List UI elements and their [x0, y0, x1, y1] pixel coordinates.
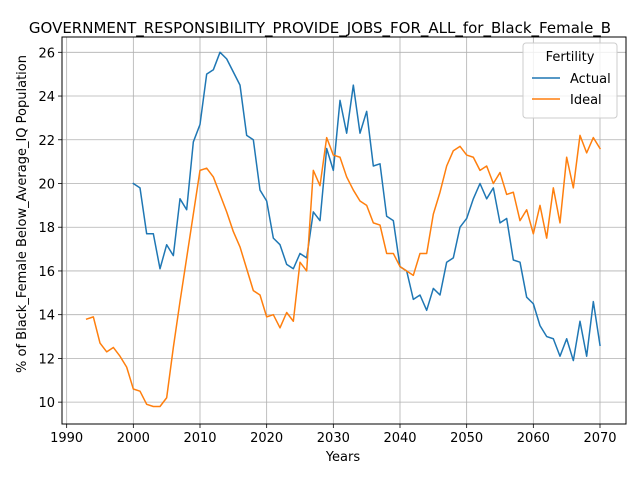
y-tick-label: 24	[38, 90, 55, 105]
x-tick-label: 2020	[250, 431, 283, 446]
x-tick-label: 2040	[383, 431, 416, 446]
y-tick-label: 10	[38, 396, 55, 411]
y-tick-label: 14	[38, 309, 55, 324]
legend: Fertility Actual Ideal	[523, 43, 617, 118]
x-tick-label: 2050	[450, 431, 483, 446]
y-axis-label: % of Black_Female Below_Average_IQ Popul…	[15, 55, 30, 373]
legend-label-actual: Actual	[570, 72, 611, 87]
legend-label-ideal: Ideal	[570, 93, 602, 108]
y-tick-label: 26	[38, 46, 55, 61]
legend-title: Fertility	[546, 50, 595, 65]
y-tick-label: 20	[38, 177, 55, 192]
x-tick-label: 1990	[50, 431, 83, 446]
x-tick-label: 2000	[117, 431, 150, 446]
x-axis-label: Years	[325, 450, 361, 465]
y-tick-label: 16	[38, 265, 55, 280]
x-tick-label: 2070	[583, 431, 616, 446]
chart-title: GOVERNMENT_RESPONSIBILITY_PROVIDE_JOBS_F…	[29, 19, 611, 38]
y-tick-label: 22	[38, 134, 55, 149]
x-tick-label: 2030	[317, 431, 350, 446]
y-tick-label: 12	[38, 352, 55, 367]
x-tick-label: 2010	[183, 431, 216, 446]
x-tick-label: 2060	[517, 431, 550, 446]
y-tick-label: 18	[38, 221, 55, 236]
